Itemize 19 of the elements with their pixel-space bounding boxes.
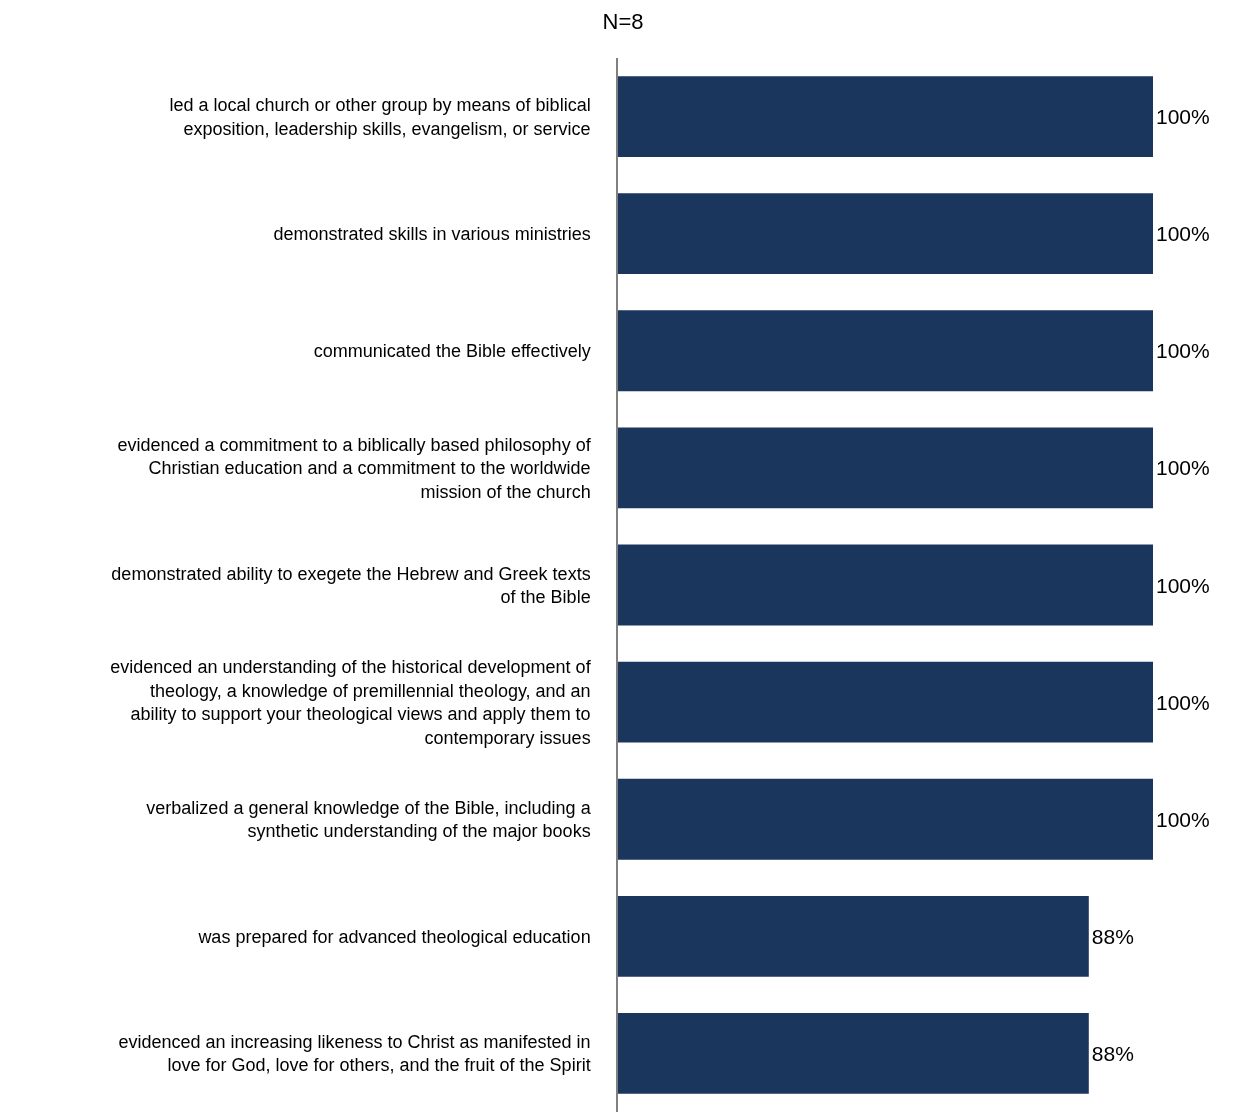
data-label: 100% — [1156, 105, 1210, 129]
data-label: 100% — [1156, 690, 1210, 714]
y-tick-label: demonstrated ability to exegete the Hebrew and Greek texts of the Bible — [111, 563, 591, 607]
y-tick-label: demonstrated skills in various ministries — [273, 223, 591, 244]
data-label: 100% — [1156, 573, 1210, 597]
y-tick-label: evidenced a commitment to a biblically based philosophy of Christian education and a commitment to the worldwide mission of the church — [117, 434, 592, 502]
data-label: 100% — [1156, 807, 1210, 831]
data-label: 100% — [1156, 222, 1210, 246]
data-label: 88% — [1091, 924, 1134, 948]
y-tick-label: was prepared for advanced theological education — [197, 926, 591, 947]
chart-title: N=8 — [602, 9, 644, 35]
data-label: 100% — [1156, 339, 1210, 363]
y-tick-label: led a local church or other group by means of biblical exposition, leadership skills, evangelism, or service — [169, 95, 591, 139]
y-tick-label: evidenced an understanding of the historical development of theology, a knowledge of premillennial theology, and an ability to support your theological views and apply them to contemporary issues — [110, 657, 592, 748]
data-label: 88% — [1091, 1041, 1134, 1065]
y-tick-label: communicated the Bible effectively — [313, 341, 591, 362]
data-label: 100% — [1156, 456, 1210, 480]
y-tick-label: verbalized a general knowledge of the Bible, including a synthetic understanding of the major books — [146, 797, 592, 842]
y-tick-label: evidenced an increasing likeness to Christ as manifested in love for God, love for others, and the fruit of the Spirit — [118, 1032, 591, 1076]
